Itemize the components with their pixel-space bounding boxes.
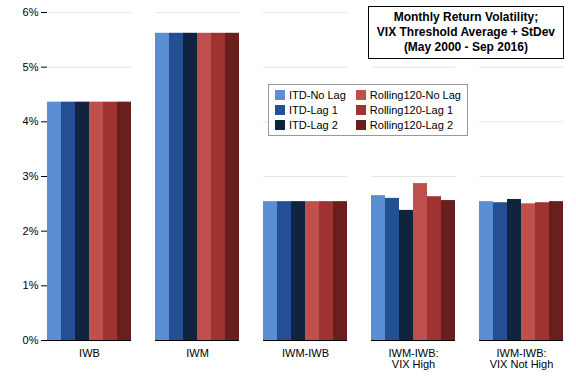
html-text:Rolling120-Lag 1: Rolling120-Lag 1 — [369, 104, 453, 116]
html-text:ITD-Lag 1: ITD-Lag 1 — [289, 104, 338, 116]
svg-text:2%: 2% — [23, 225, 39, 237]
html-text:(May 2000 - Sep 2016): (May 2000 - Sep 2016) — [403, 40, 528, 54]
html-text:Rolling120-Lag 2: Rolling120-Lag 2 — [369, 119, 453, 131]
svg-text:0%: 0% — [23, 334, 39, 346]
html-text:Monthly Return Volatility;: Monthly Return Volatility; — [393, 10, 539, 24]
svg-text:4%: 4% — [23, 115, 39, 127]
svg-text:IWM-IWB: IWM-IWB — [282, 347, 329, 359]
svg-text:6%: 6% — [23, 6, 39, 18]
svg-text:3%: 3% — [23, 170, 39, 182]
html-text:VIX Threshold Average + StDev: VIX Threshold Average + StDev — [376, 25, 555, 39]
svg-text:IWM: IWM — [186, 347, 209, 359]
svg-text:IWM-IWB:VIX Not High: IWM-IWB:VIX Not High — [490, 347, 554, 370]
svg-text:5%: 5% — [23, 61, 39, 73]
html-text:ITD-No Lag: ITD-No Lag — [289, 89, 346, 101]
svg-text:IWB: IWB — [79, 347, 100, 359]
html-text:Rolling120-No Lag: Rolling120-No Lag — [369, 89, 461, 101]
svg-text:1%: 1% — [23, 279, 39, 291]
svg-text:IWM-IWB:VIX High: IWM-IWB:VIX High — [388, 347, 438, 370]
html-text:ITD-Lag 2: ITD-Lag 2 — [289, 119, 338, 131]
